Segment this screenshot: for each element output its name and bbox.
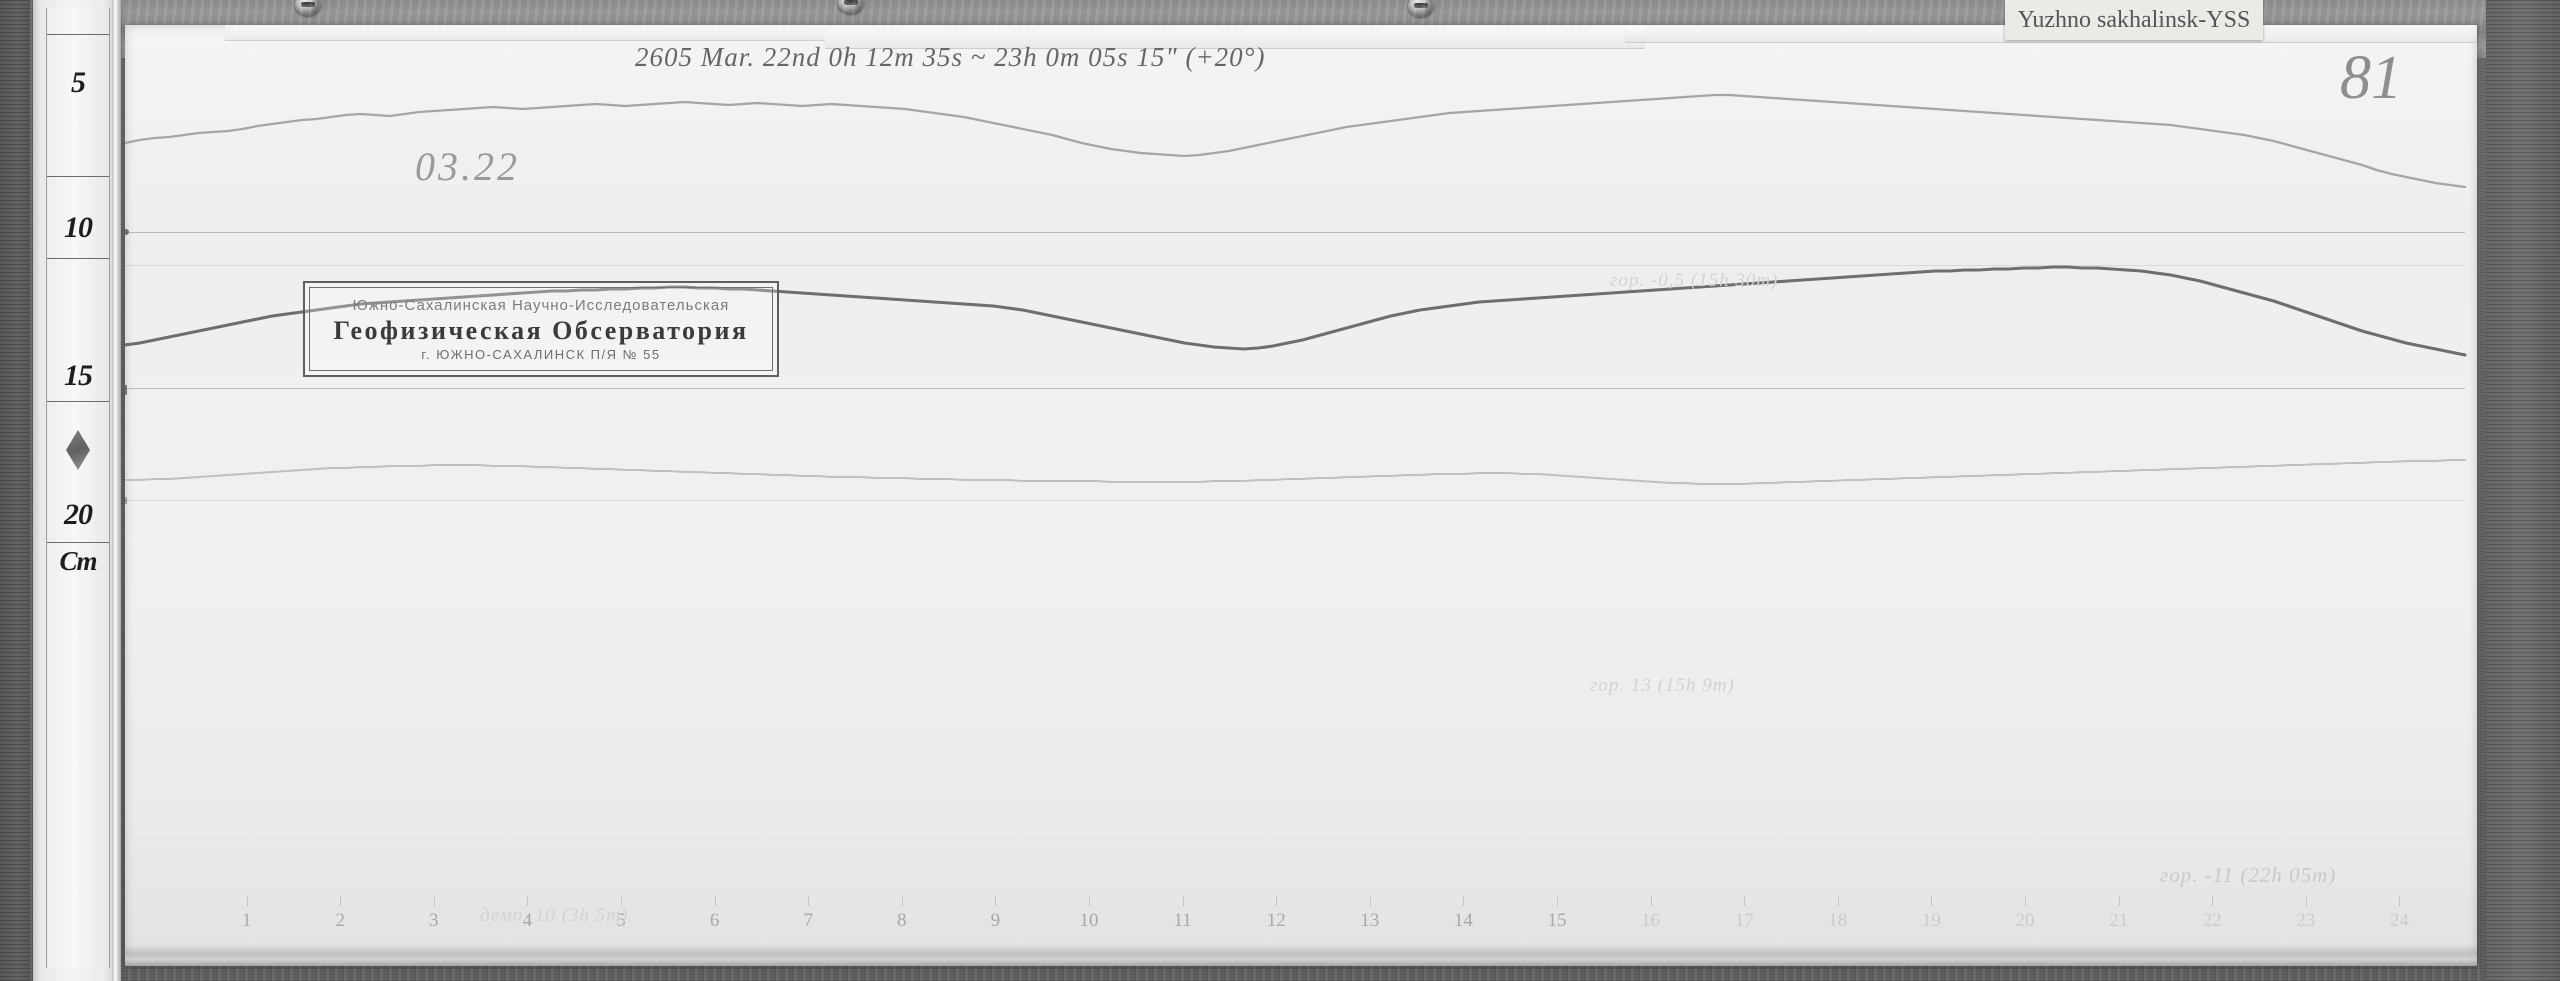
stamp-line-address: г. ЮЖНО-САХАЛИНСК П/Я № 55 bbox=[421, 346, 661, 362]
hour-label-15: 15 bbox=[1547, 910, 1567, 931]
hour-tick bbox=[527, 897, 529, 906]
gridline-baseline-1 bbox=[125, 232, 2465, 233]
hour-tick bbox=[1182, 897, 1184, 906]
hour-tick bbox=[340, 897, 342, 906]
hour-tick bbox=[1463, 897, 1465, 906]
hour-tick bbox=[433, 897, 435, 906]
faint-annotation-2: гор. 13 (15h 9m) bbox=[1590, 675, 1735, 696]
hour-tick bbox=[621, 897, 622, 906]
hour-label-11: 11 bbox=[1173, 910, 1192, 931]
hour-tick bbox=[1744, 897, 1746, 906]
observatory-stamp-inner: Южно-Сахалинская Научно-Исследовательска… bbox=[309, 287, 773, 371]
ruler-tick bbox=[47, 176, 109, 177]
faint-annotation-1: гор. -0,5 (15h 30m) bbox=[1610, 270, 1779, 291]
overlay-caption-text: Yuzhno sakhalinsk-YSS bbox=[2017, 6, 2251, 33]
trace-h-component bbox=[125, 93, 2467, 189]
hour-label-2: 2 bbox=[335, 910, 345, 931]
gridline-baseline-3 bbox=[125, 500, 2465, 501]
hour-label-7: 7 bbox=[803, 910, 813, 931]
wood-strip-right bbox=[2486, 0, 2560, 981]
baseline-anchor-dot bbox=[125, 497, 127, 504]
trace-z-component bbox=[125, 459, 2466, 485]
ruler-label-15: 15 bbox=[64, 359, 93, 392]
hour-label-23: 23 bbox=[2296, 910, 2316, 931]
hour-label-20: 20 bbox=[2015, 910, 2035, 931]
gridline-aux-1 bbox=[125, 265, 2465, 266]
scale-bar-edge bbox=[112, 0, 121, 981]
gridline-baseline-2 bbox=[125, 388, 2465, 389]
hour-label-24: 24 bbox=[2389, 910, 2409, 931]
ruler-label-5: 5 bbox=[71, 66, 86, 99]
hour-tick bbox=[1369, 897, 1371, 906]
hour-label-21: 21 bbox=[2109, 910, 2129, 931]
ruler-tick bbox=[47, 34, 109, 35]
faint-annotation-4: демп. 10 (3h 5m) bbox=[480, 905, 629, 926]
hour-tick bbox=[246, 897, 248, 906]
hour-tick bbox=[1557, 897, 1558, 906]
hour-tick bbox=[2212, 897, 2214, 906]
sheet-bottom-edge bbox=[125, 944, 2477, 966]
tape-strip bbox=[225, 25, 825, 41]
baseline-anchor-dot bbox=[125, 229, 129, 235]
hour-label-9: 9 bbox=[990, 910, 1001, 931]
magnetogram-traces bbox=[125, 93, 2467, 485]
stamp-line-observatory: Геофизическая Обсерватория bbox=[333, 315, 749, 345]
wood-strip-left bbox=[0, 0, 30, 981]
hour-label-5: 5 bbox=[616, 910, 626, 931]
hour-label-19: 19 bbox=[1921, 910, 1941, 931]
hour-label-18: 18 bbox=[1828, 910, 1848, 931]
tape-strip bbox=[825, 25, 1645, 49]
hour-label-13: 13 bbox=[1360, 910, 1380, 931]
ruler-tick bbox=[47, 401, 109, 402]
hour-tick bbox=[2399, 897, 2401, 906]
hour-tick bbox=[2305, 897, 2307, 906]
hour-tick bbox=[2025, 897, 2026, 906]
screw-icon bbox=[838, 0, 864, 14]
hour-label-1: 1 bbox=[241, 910, 252, 931]
hour-tick bbox=[1276, 897, 1278, 906]
stamp-line-institute: Южно-Сахалинская Научно-Исследовательска… bbox=[352, 296, 730, 314]
ruler-label-20: 20 bbox=[64, 498, 93, 531]
header-annotation: 2605 Mar. 22nd 0h 12m 35s ~ 23h 0m 05s 1… bbox=[635, 42, 1266, 72]
ruler-tick bbox=[47, 258, 109, 259]
hour-label-17: 17 bbox=[1734, 910, 1754, 931]
hour-label-4: 4 bbox=[522, 910, 533, 931]
hour-label-22: 22 bbox=[2202, 910, 2222, 931]
hour-tick bbox=[995, 897, 997, 906]
hour-label-12: 12 bbox=[1266, 910, 1286, 931]
hour-tick bbox=[1931, 897, 1933, 906]
scale-bar-card: 5 10 15 20 Cm bbox=[46, 8, 110, 968]
hour-label-14: 14 bbox=[1453, 910, 1473, 931]
overlay-caption-label: Yuzhno sakhalinsk-YSS bbox=[2005, 0, 2263, 40]
magnetogram-sheet: 1 2 3 4 5 6 7 8 9 10 11 12 13 14 15 16 17 18 19 20 21 22 23 24 … bbox=[125, 25, 2477, 966]
hour-label-6: 6 bbox=[709, 910, 720, 931]
faint-annotation-3: гор. -11 (22h 05m) bbox=[2160, 863, 2337, 887]
ruler-unit-label: Cm bbox=[59, 546, 97, 576]
screw-icon bbox=[295, 0, 321, 16]
hour-label-3: 3 bbox=[429, 910, 439, 931]
hour-tick bbox=[808, 897, 810, 906]
hour-tick bbox=[1089, 897, 1090, 906]
reference-diamond-marker bbox=[66, 430, 90, 470]
ruler-label-10: 10 bbox=[64, 211, 93, 244]
hour-label-10: 10 bbox=[1079, 910, 1099, 931]
hour-tick bbox=[714, 897, 716, 906]
hour-tick bbox=[1650, 897, 1652, 906]
hour-label-16: 16 bbox=[1641, 910, 1661, 931]
screw-icon bbox=[1408, 0, 1434, 17]
observatory-stamp: Южно-Сахалинская Научно-Исследовательска… bbox=[303, 281, 779, 377]
baseline-anchor-dot bbox=[125, 385, 127, 395]
ruler-tick bbox=[47, 542, 109, 543]
date-annotation: 03.22 bbox=[415, 144, 520, 189]
page-number: 81 bbox=[2340, 44, 2402, 112]
hour-label-8: 8 bbox=[897, 910, 907, 931]
hour-tick bbox=[2118, 897, 2120, 906]
hour-tick bbox=[901, 897, 903, 906]
chart-plot-area: 1 2 3 4 5 6 7 8 9 10 11 12 13 14 15 16 17 18 19 20 21 22 23 24 bbox=[125, 25, 2477, 966]
hour-tick bbox=[1837, 897, 1839, 906]
trace-d-component bbox=[125, 265, 2467, 357]
